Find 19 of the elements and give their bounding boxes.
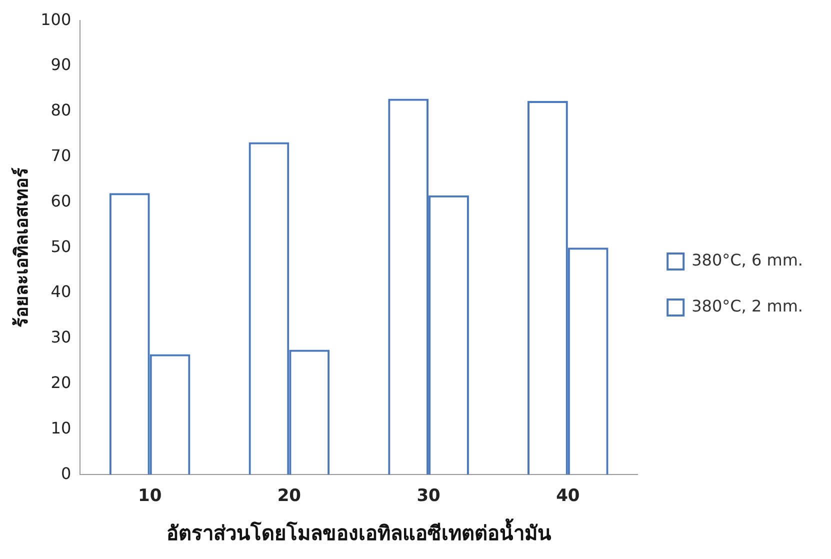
y-tick-label: 100 (40, 10, 72, 29)
y-tick-label: 10 (50, 418, 72, 438)
y-tick-label: 90 (50, 55, 72, 74)
y-tick-label: 80 (50, 100, 72, 120)
legend-label: 380°C, 6 mm. (692, 250, 803, 270)
y-tick-label: 0 (60, 464, 72, 483)
y-tick-label: 20 (50, 372, 72, 392)
x-tick-label: 10 (138, 486, 162, 506)
legend-label: 380°C, 2 mm. (692, 296, 803, 316)
y-axis-title: ร้อยละเอทิลเอสเทอร์ (10, 168, 32, 328)
x-axis-title: อัตราส่วนโดยโมลของเอทิลแอซีเทตต่อน้ำมัน (166, 518, 552, 546)
y-tick-label: 30 (50, 328, 72, 347)
x-tick-label: 30 (416, 486, 441, 506)
y-tick-label: 50 (50, 236, 72, 256)
y-tick-label: 70 (50, 146, 72, 165)
x-tick-label: 20 (277, 486, 302, 506)
x-tick-label: 40 (556, 486, 580, 506)
y-tick-label: 60 (50, 191, 72, 210)
y-tick-label: 40 (50, 282, 72, 302)
